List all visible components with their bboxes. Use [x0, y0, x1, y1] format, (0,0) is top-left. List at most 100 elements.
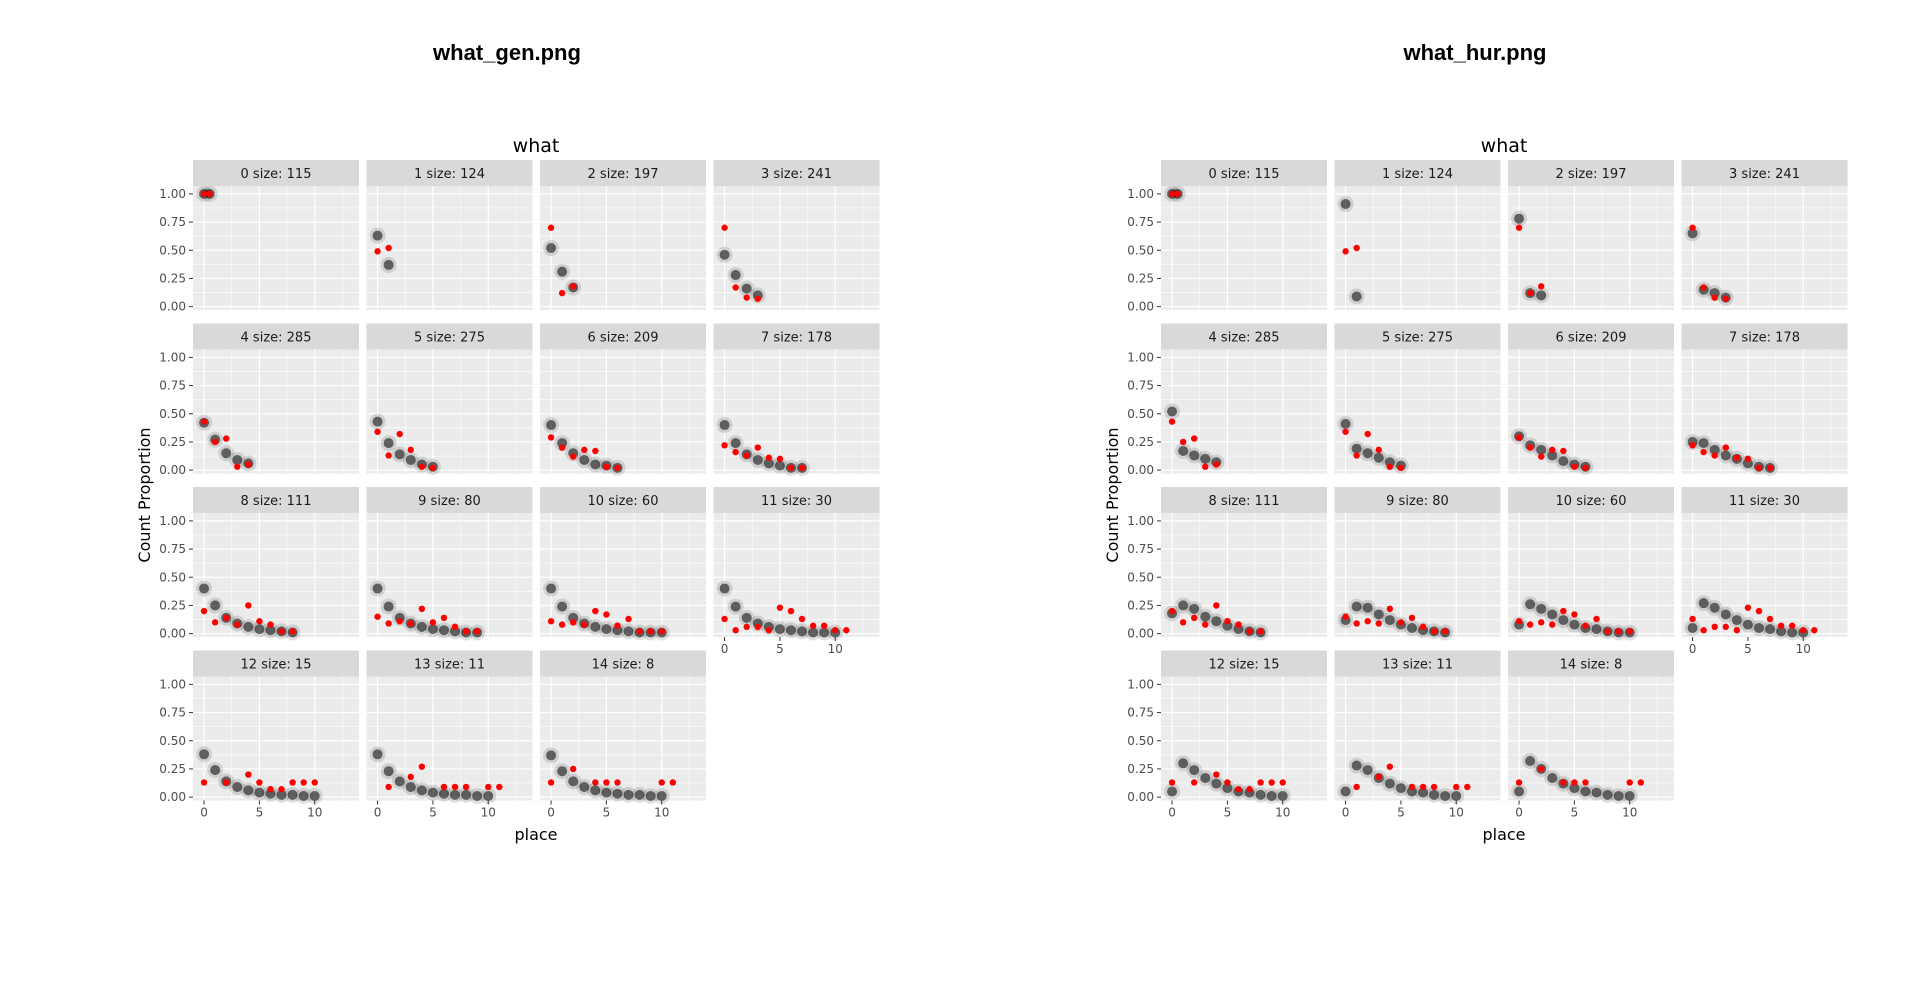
x-tick-label: 0: [374, 806, 382, 820]
simulated-point: [1429, 789, 1440, 800]
observed-point: [732, 627, 739, 634]
x-tick-label: 10: [828, 642, 843, 656]
simulated-point: [730, 270, 741, 281]
observed-point: [1722, 623, 1729, 631]
facet-strip: [193, 650, 359, 677]
observed-point: [211, 619, 219, 626]
observed-point: [289, 628, 296, 635]
observed-point: [1257, 779, 1264, 786]
simulated-point: [1558, 615, 1569, 626]
y-tick-label: 0.75: [1127, 379, 1154, 393]
facet-panel: 0 size: 115 0.00 0.25 0.50 0.75 1.00: [159, 160, 359, 314]
observed-point: [278, 786, 285, 793]
observed-point: [1168, 418, 1176, 425]
simulated-point: [1384, 457, 1395, 468]
simulated-point: [557, 766, 568, 777]
simulated-point: [623, 626, 634, 637]
simulated-point: [243, 785, 254, 796]
facet-strip: [366, 487, 533, 513]
simulated-point: [612, 788, 623, 799]
simulated-point: [774, 460, 785, 471]
observed-point: [1766, 464, 1774, 472]
simulated-point: [427, 624, 438, 635]
simulated-point: [601, 624, 612, 635]
observed-point: [721, 224, 728, 231]
simulated-point: [1742, 458, 1753, 469]
simulated-point: [546, 750, 557, 761]
simulated-point: [1558, 456, 1569, 467]
observed-point: [256, 618, 263, 625]
simulated-point: [265, 625, 276, 636]
simulated-point: [1569, 619, 1580, 630]
observed-point: [396, 618, 403, 625]
simulated-point: [1731, 615, 1742, 626]
observed-point: [418, 763, 426, 770]
observed-point: [832, 627, 839, 634]
observed-point: [1386, 463, 1394, 470]
observed-point: [1257, 628, 1264, 635]
simulated-point: [232, 781, 243, 792]
simulated-point: [1602, 789, 1613, 800]
observed-point: [547, 779, 555, 786]
observed-point: [1515, 779, 1523, 786]
y-tick-label: 0.75: [159, 706, 186, 720]
facet-panel: 13 size: 11 0 5 10: [366, 650, 533, 820]
simulated-point: [1547, 772, 1558, 783]
x-tick-label: 0: [200, 806, 208, 820]
simulated-point: [450, 626, 461, 637]
observed-point: [776, 604, 784, 611]
simulated-point: [1440, 790, 1451, 801]
facet-strip: [1508, 323, 1674, 350]
observed-point: [787, 607, 795, 615]
observed-point: [1397, 619, 1405, 626]
simulated-point: [1753, 622, 1764, 633]
x-tick-label: 0: [1689, 642, 1697, 656]
observed-point: [407, 446, 414, 454]
facet-strip-label: 13 size: 11: [1382, 658, 1453, 673]
observed-point: [732, 284, 739, 291]
simulated-point: [1451, 790, 1462, 801]
plot-title: what: [1481, 135, 1528, 157]
facet-panel-bg: [540, 349, 706, 474]
facet-strip: [193, 160, 359, 186]
simulated-point: [383, 438, 394, 449]
simulated-point: [1189, 450, 1200, 461]
observed-point: [1571, 611, 1578, 618]
observed-point: [1626, 628, 1633, 635]
simulated-point: [1362, 448, 1373, 459]
observed-point: [603, 779, 610, 786]
facet-strip-label: 7 size: 178: [1729, 331, 1800, 346]
observed-point: [1430, 628, 1438, 635]
y-tick-label: 0.00: [159, 627, 186, 641]
observed-point: [1549, 621, 1556, 628]
y-tick-label: 0.00: [1127, 463, 1154, 477]
facet-panel: 2 size: 197: [540, 160, 706, 310]
observed-point: [1235, 786, 1242, 793]
simulated-point: [472, 790, 483, 801]
observed-point: [1235, 621, 1242, 628]
facet-strip: [540, 323, 706, 350]
facet-panel: 9 size: 80: [366, 487, 533, 641]
observed-point: [385, 783, 392, 791]
simulated-point: [719, 420, 730, 431]
observed-point: [1711, 294, 1718, 301]
observed-point: [743, 452, 750, 459]
observed-point: [1342, 248, 1349, 255]
observed-point: [440, 614, 448, 622]
simulated-point: [1178, 445, 1189, 456]
facet-panel-bg: [1161, 513, 1327, 637]
observed-point: [721, 442, 728, 449]
simulated-point: [1709, 288, 1720, 299]
simulated-point: [287, 789, 298, 800]
simulated-point: [763, 458, 774, 469]
y-tick-label: 1.00: [159, 350, 186, 364]
y-tick-label: 0.50: [159, 407, 186, 421]
x-tick-label: 5: [776, 642, 784, 656]
simulated-point: [1698, 598, 1709, 609]
observed-point: [1711, 452, 1718, 459]
observed-point: [485, 783, 492, 791]
facet-strip-label: 11 size: 30: [761, 494, 832, 509]
x-tick-label: 10: [1796, 642, 1811, 656]
simulated-point: [623, 789, 634, 800]
observed-point: [1700, 448, 1707, 456]
